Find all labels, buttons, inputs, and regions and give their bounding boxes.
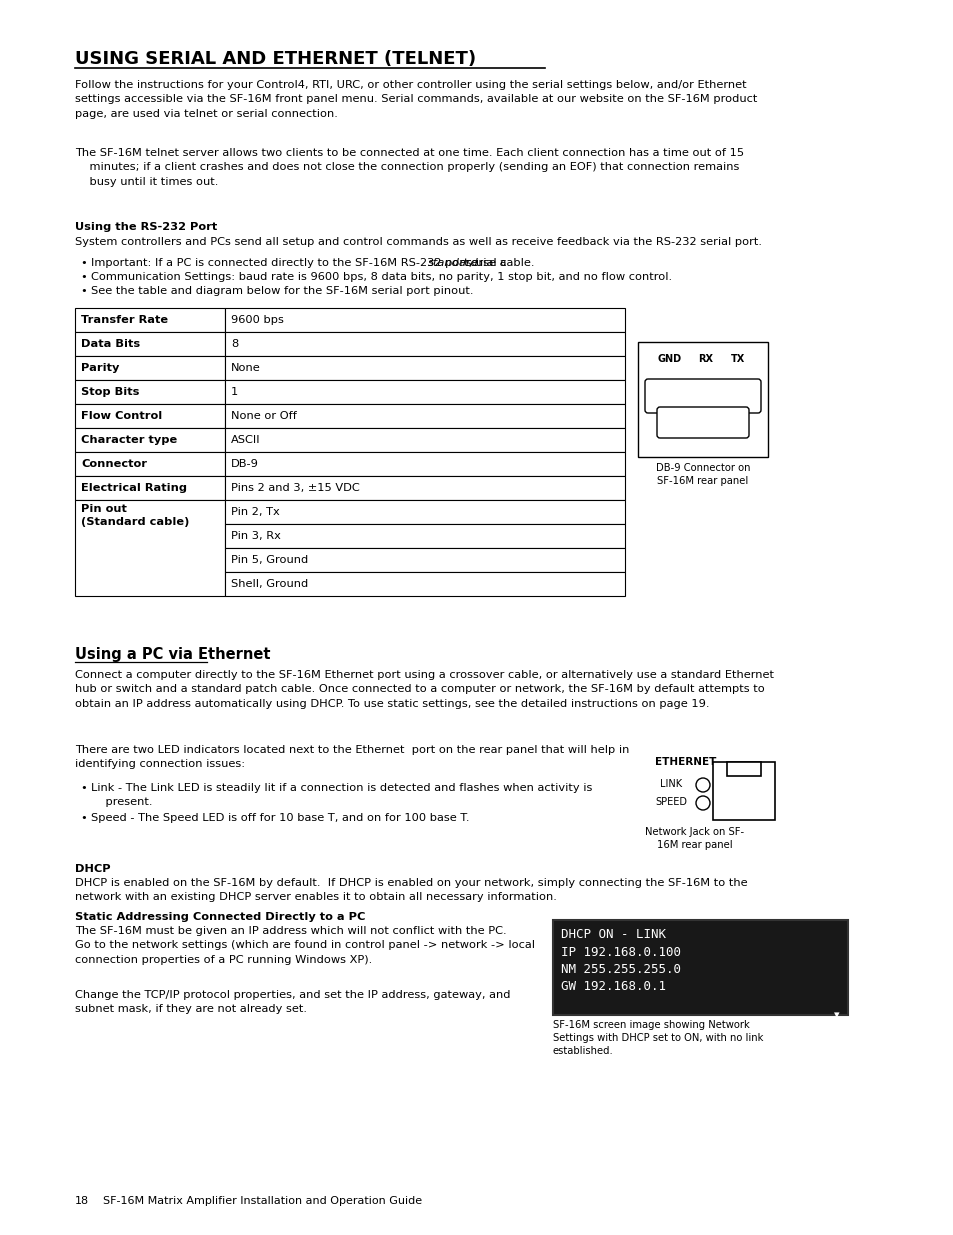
Bar [75, 308, 225, 332]
Text: TX: TX [730, 354, 744, 364]
Text: 5: 5 [656, 389, 662, 399]
Text: Stop Bits: Stop Bits [81, 387, 139, 396]
Text: 9600 bps: 9600 bps [231, 315, 284, 325]
FancyBboxPatch shape [657, 408, 748, 438]
Text: There are two LED indicators located next to the Ethernet  port on the rear pane: There are two LED indicators located nex… [75, 745, 629, 769]
Text: •: • [80, 272, 87, 282]
Text: 1: 1 [727, 389, 734, 399]
Text: Pin 2, Tx: Pin 2, Tx [231, 508, 279, 517]
Bar [75, 404, 225, 429]
Text: •: • [80, 258, 87, 268]
Text: DHCP: DHCP [75, 864, 111, 874]
Text: Transfer Rate: Transfer Rate [81, 315, 168, 325]
Text: 8: 8 [231, 338, 238, 350]
Text: ASCII: ASCII [231, 435, 260, 445]
Bar [225, 475, 624, 500]
Text: Data Bits: Data Bits [81, 338, 140, 350]
Text: Connect a computer directly to the SF-16M Ethernet port using a crossover cable,: Connect a computer directly to the SF-16… [75, 671, 773, 709]
Text: None: None [231, 363, 260, 373]
Text: LINK: LINK [659, 779, 681, 789]
Text: 2: 2 [709, 389, 716, 399]
Text: None or Off: None or Off [231, 411, 296, 421]
Text: SF-16M screen image showing Network
Settings with DHCP set to ON, with no link
e: SF-16M screen image showing Network Sett… [553, 1020, 762, 1056]
Text: USING SERIAL AND ETHERNET (TELNET): USING SERIAL AND ETHERNET (TELNET) [75, 49, 476, 68]
Text: serial cable.: serial cable. [462, 258, 535, 268]
Text: Pin 3, Rx: Pin 3, Rx [231, 531, 280, 541]
Bar [225, 524, 624, 548]
Bar [225, 380, 624, 404]
Text: DHCP ON - LINK
IP 192.168.0.100
NM 255.255.255.0
GW 192.168.0.1: DHCP ON - LINK IP 192.168.0.100 NM 255.2… [560, 927, 680, 993]
Bar [638, 342, 767, 457]
Text: Parity: Parity [81, 363, 119, 373]
Text: 3: 3 [691, 389, 698, 399]
Text: DB-9: DB-9 [231, 459, 258, 469]
Text: standard: standard [427, 258, 478, 268]
Bar [712, 762, 774, 820]
Bar [225, 404, 624, 429]
Bar [75, 429, 225, 452]
Text: DB-9 Connector on
SF-16M rear panel: DB-9 Connector on SF-16M rear panel [655, 463, 749, 487]
Bar [75, 500, 225, 597]
Bar [726, 762, 760, 776]
Text: Network Jack on SF-
16M rear panel: Network Jack on SF- 16M rear panel [645, 827, 743, 850]
FancyBboxPatch shape [644, 379, 760, 412]
Bar [553, 920, 847, 1015]
Bar [75, 380, 225, 404]
Text: Character type: Character type [81, 435, 177, 445]
Text: Using the RS-232 Port: Using the RS-232 Port [75, 222, 217, 232]
Text: Using a PC via Ethernet: Using a PC via Ethernet [75, 647, 271, 662]
Text: Follow the instructions for your Control4, RTI, URC, or other controller using t: Follow the instructions for your Control… [75, 80, 757, 119]
Bar [75, 475, 225, 500]
Text: SPEED: SPEED [655, 797, 686, 806]
Text: GND: GND [658, 354, 681, 364]
Text: The SF-16M must be given an IP address which will not conflict with the PC.
Go t: The SF-16M must be given an IP address w… [75, 926, 535, 965]
Text: DHCP is enabled on the SF-16M by default.  If DHCP is enabled on your network, s: DHCP is enabled on the SF-16M by default… [75, 878, 747, 903]
Text: Change the TCP/IP protocol properties, and set the IP address, gateway, and
subn: Change the TCP/IP protocol properties, a… [75, 990, 510, 1014]
Text: Pin out
(Standard cable): Pin out (Standard cable) [81, 504, 190, 527]
Text: System controllers and PCs send all setup and control commands as well as receiv: System controllers and PCs send all setu… [75, 237, 761, 247]
Text: Static Addressing Connected Directly to a PC: Static Addressing Connected Directly to … [75, 911, 365, 923]
Text: ETHERNET: ETHERNET [655, 757, 716, 767]
Circle shape [696, 778, 709, 792]
Text: Pin 5, Ground: Pin 5, Ground [231, 555, 308, 564]
Bar [225, 572, 624, 597]
Circle shape [696, 797, 709, 810]
Text: See the table and diagram below for the SF-16M serial port pinout.: See the table and diagram below for the … [91, 287, 473, 296]
Text: 8: 8 [685, 417, 692, 427]
Bar [225, 308, 624, 332]
Bar [225, 548, 624, 572]
Text: Speed - The Speed LED is off for 10 base T, and on for 100 base T.: Speed - The Speed LED is off for 10 base… [91, 813, 469, 823]
Text: Connector: Connector [81, 459, 147, 469]
Text: ▾: ▾ [833, 1010, 839, 1020]
Text: Electrical Rating: Electrical Rating [81, 483, 187, 493]
Bar [225, 332, 624, 356]
Text: Flow Control: Flow Control [81, 411, 162, 421]
Text: •: • [80, 783, 87, 793]
Bar [225, 500, 624, 524]
Text: RX: RX [698, 354, 712, 364]
Text: 6: 6 [721, 417, 728, 427]
Text: Link - The Link LED is steadily lit if a connection is detected and flashes when: Link - The Link LED is steadily lit if a… [91, 783, 592, 808]
Text: 7: 7 [703, 417, 710, 427]
Text: 18: 18 [75, 1195, 89, 1207]
Bar [75, 356, 225, 380]
Text: •: • [80, 287, 87, 296]
Text: 4: 4 [673, 389, 679, 399]
Bar [225, 356, 624, 380]
Text: Shell, Ground: Shell, Ground [231, 579, 308, 589]
Text: The SF-16M telnet server allows two clients to be connected at one time. Each cl: The SF-16M telnet server allows two clie… [75, 148, 743, 186]
Text: 9: 9 [667, 417, 674, 427]
Text: 1: 1 [231, 387, 238, 396]
Text: Communication Settings: baud rate is 9600 bps, 8 data bits, no parity, 1 stop bi: Communication Settings: baud rate is 960… [91, 272, 672, 282]
Text: Pins 2 and 3, ±15 VDC: Pins 2 and 3, ±15 VDC [231, 483, 359, 493]
Bar [225, 452, 624, 475]
Text: Important: If a PC is connected directly to the SF-16M RS-232 port, use a: Important: If a PC is connected directly… [91, 258, 510, 268]
Bar [75, 452, 225, 475]
Bar [75, 332, 225, 356]
Text: SF-16M Matrix Amplifier Installation and Operation Guide: SF-16M Matrix Amplifier Installation and… [103, 1195, 421, 1207]
Text: •: • [80, 813, 87, 823]
Bar [225, 429, 624, 452]
